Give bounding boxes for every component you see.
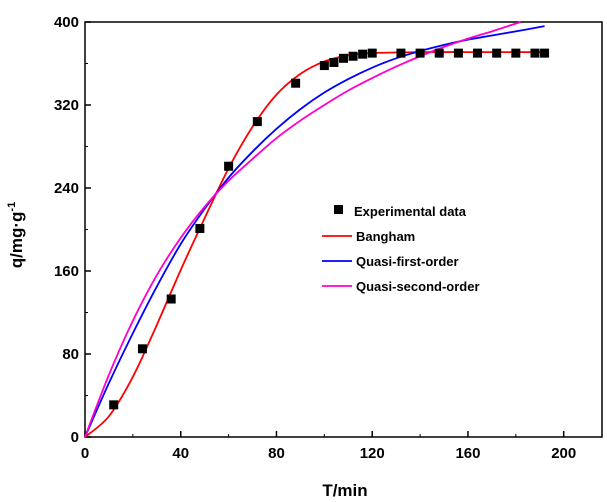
x-tick-label: 120 [360,445,385,462]
data-point [358,49,368,59]
data-point [492,48,502,58]
y-tick-label: 80 [62,346,79,363]
x-tick-label: 80 [268,445,285,462]
x-tick-label: 40 [172,445,189,462]
data-point [453,48,463,58]
y-tick-label: 320 [54,97,79,114]
y-tick-label: 0 [71,429,79,446]
legend-label: Experimental data [354,204,467,219]
series-line-bangham [84,51,545,438]
data-point [396,48,406,58]
data-point [367,48,377,58]
y-tick-label: 240 [54,180,79,197]
data-point [348,51,358,61]
legend-label: Quasi-first-order [356,254,459,269]
data-point [339,53,348,63]
data-point [224,161,234,171]
y-axis-title-main: q/mg·g [7,212,26,269]
legend-marker [334,205,343,214]
series-line-quasi-second-order [84,21,521,438]
series-line-quasi-first-order [84,25,545,438]
data-point [166,294,176,304]
y-axis-title-sup: -1 [6,202,18,212]
data-point [540,48,550,58]
data-point [252,117,262,127]
data-point [434,48,444,58]
data-point [530,48,540,58]
x-tick-label: 160 [455,445,480,462]
data-point [195,223,205,233]
legend-label: Bangham [356,229,415,244]
data-point [291,78,301,88]
data-point [511,48,521,58]
y-axis-title: q/mg·g-1 [6,202,26,268]
x-axis-title: T/min [322,481,367,500]
data-point [137,344,147,354]
y-tick-label: 400 [54,14,79,31]
x-tick-label: 200 [551,445,576,462]
data-point [473,48,483,58]
x-tick-label: 0 [81,445,89,462]
y-tick-label: 160 [54,263,79,280]
legend: Experimental data Bangham Quasi-first-orde… [322,204,480,294]
data-point [329,57,339,67]
data-point [415,48,425,58]
series-layer [84,21,550,438]
legend-label: Quasi-second-order [356,279,480,294]
data-point [319,61,329,71]
data-point [109,400,119,410]
plot-frame [84,21,603,438]
axes-layer: 0 40 80 120 160 200 0 80 160 240 320 400 [54,14,603,462]
